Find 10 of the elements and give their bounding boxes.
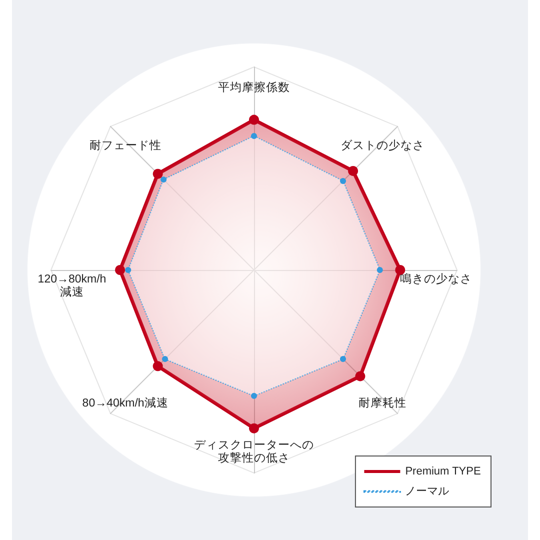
spoke-label: 鳴きの少なさ [400, 272, 472, 286]
legend-label: Premium TYPE [405, 466, 481, 478]
spoke-label: 耐摩耗性 [358, 395, 407, 410]
legend-label: ノーマル [405, 486, 450, 498]
spoke-label: 平均摩擦係数 [218, 80, 290, 94]
spoke-label: ダストの少なさ [340, 139, 425, 152]
spoke-label: ディスクローターへの攻撃性の低さ [194, 440, 314, 464]
spoke-label: 120→80km/h減速 [38, 274, 106, 298]
spoke-label: 80→40km/h減速 [82, 396, 168, 410]
spoke-label: 耐フェード性 [89, 139, 162, 152]
